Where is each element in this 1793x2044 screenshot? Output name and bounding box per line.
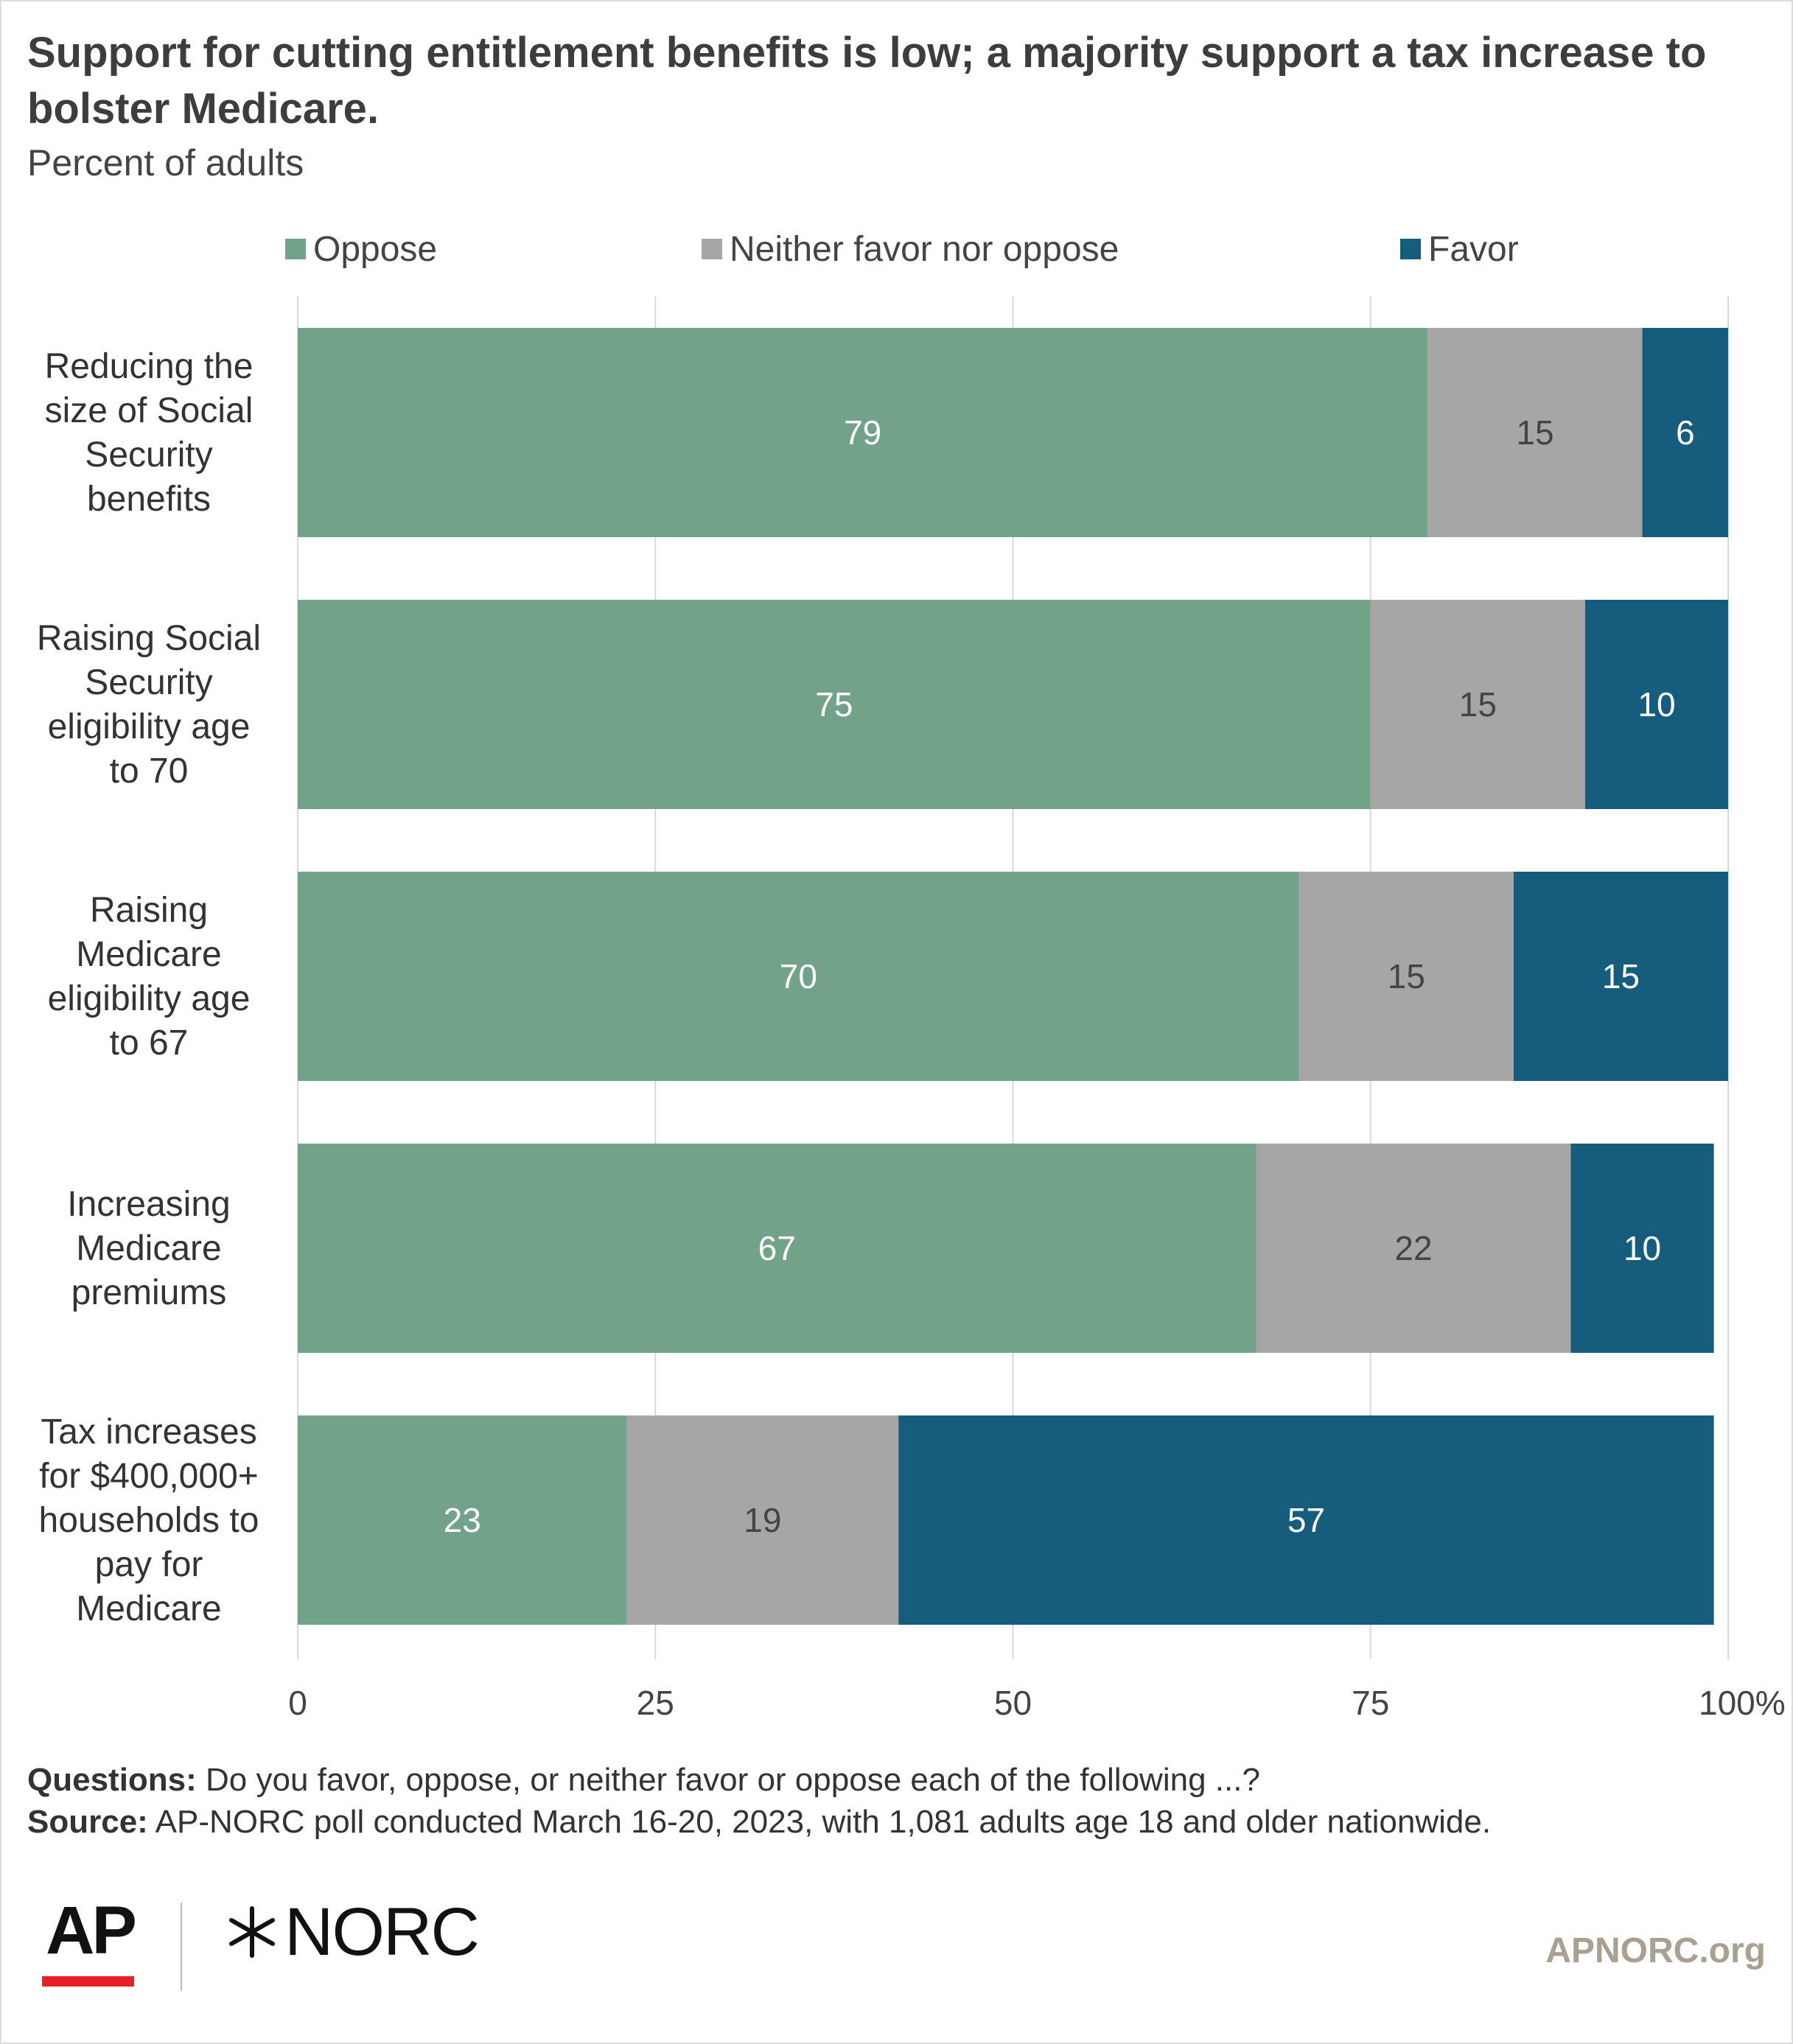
norc-logo-text: NORC <box>284 1894 480 1970</box>
questions-label: Questions: <box>27 1762 197 1798</box>
bar-segment <box>298 1415 627 1625</box>
category-label: Raising Medicare eligibility age to 67 <box>48 891 251 1063</box>
category-label-line: Medicare <box>76 1589 221 1628</box>
legend-label-favor: Favor <box>1428 229 1519 269</box>
data-label: 6 <box>1676 413 1695 452</box>
bars: 79 15 6 75 15 10 70 15 15 67 22 10 23 19 57 <box>298 328 1728 1625</box>
category-label: Increasing Medicare premiums <box>67 1185 230 1312</box>
data-label: 15 <box>1516 413 1553 452</box>
data-label: 23 <box>444 1501 481 1539</box>
x-tick-label: 0 <box>288 1684 307 1722</box>
bar-segment <box>898 1415 1714 1625</box>
legend-label-neither: Neither favor nor oppose <box>730 229 1119 269</box>
norc-star-icon <box>229 1906 275 1958</box>
questions-text: Do you favor, oppose, or neither favor o… <box>206 1762 1260 1798</box>
legend-item-oppose: Oppose <box>285 227 437 271</box>
category-label-line: Increasing <box>67 1185 230 1224</box>
data-label: 10 <box>1624 1229 1661 1267</box>
legend-swatch-favor <box>1400 239 1421 259</box>
category-label-line: eligibility age <box>48 707 251 746</box>
chart-title: Support for cutting entitlement benefits… <box>27 29 1707 133</box>
x-axis-ticks: 0 25 50 75 100% <box>288 1684 1785 1722</box>
x-tick-label: 50 <box>994 1684 1032 1722</box>
legend-swatch-oppose <box>285 239 306 259</box>
footnotes: Questions: Do you favor, oppose, or neit… <box>27 1759 1491 1843</box>
x-tick-label: 75 <box>1352 1684 1389 1722</box>
data-label: 67 <box>758 1229 796 1267</box>
data-label: 19 <box>744 1501 781 1539</box>
data-label: 57 <box>1287 1501 1325 1539</box>
legend-swatch-neither <box>702 239 722 259</box>
legend-item-favor: Favor <box>1400 227 1519 271</box>
bar-segment <box>1642 328 1728 537</box>
stacked-bar-chart: 79 15 6 75 15 10 70 15 15 67 22 10 23 19 57 Reducing t… <box>37 296 1786 1722</box>
category-label-line: Medicare <box>76 1229 221 1268</box>
bar-segment <box>298 1144 1257 1353</box>
category-label-line: Security <box>85 663 212 702</box>
bar-segment <box>1370 600 1585 809</box>
category-label-line: premiums <box>71 1273 227 1312</box>
bar-segment <box>298 600 1371 809</box>
category-label-line: pay for <box>95 1545 203 1584</box>
category-label-line: to 70 <box>110 752 189 791</box>
category-label-line: eligibility age <box>48 979 251 1018</box>
data-label: 75 <box>815 685 853 724</box>
bar-segment <box>626 1415 899 1625</box>
legend-label-oppose: Oppose <box>313 229 438 269</box>
data-label: 15 <box>1388 957 1425 995</box>
legend-item-neither: Neither favor nor oppose <box>702 227 1119 271</box>
category-label: Raising Social Security eligibility age to … <box>37 619 261 791</box>
category-labels: Reducing the size of Social Security benefi… <box>37 347 261 1628</box>
site-url: APNORC.org <box>1545 1931 1766 1970</box>
bar-segment <box>298 872 1299 1081</box>
bar-segment <box>1513 872 1728 1081</box>
bar-segment <box>1584 600 1728 809</box>
source-note: Source: AP-NORC poll conducted March 16-… <box>27 1801 1491 1843</box>
logo-divider <box>181 1903 182 1991</box>
bar-segment <box>1299 872 1514 1081</box>
x-tick-label: 25 <box>637 1684 674 1722</box>
data-label: 15 <box>1602 957 1640 995</box>
data-label: 22 <box>1394 1229 1432 1267</box>
category-label-line: to 67 <box>110 1023 189 1063</box>
x-tick-label: 100% <box>1699 1684 1786 1722</box>
category-label: Reducing the size of Social Security benefi… <box>45 347 254 519</box>
category-label-line: benefits <box>87 480 211 519</box>
data-label: 79 <box>844 413 881 452</box>
questions-note: Questions: Do you favor, oppose, or neit… <box>27 1759 1491 1801</box>
category-label-line: size of Social <box>45 391 254 430</box>
data-label: 70 <box>780 957 817 995</box>
bar-segment <box>1570 1144 1714 1353</box>
category-label-line: households to <box>39 1501 259 1540</box>
data-label: 10 <box>1638 685 1675 724</box>
source-label: Source: <box>27 1804 148 1840</box>
category-label-line: Raising Social <box>37 619 261 658</box>
bar-segment <box>1256 1144 1571 1353</box>
ap-logo: AP <box>46 1893 137 1968</box>
category-label-line: Raising <box>90 891 208 930</box>
ap-logo-underline <box>42 1976 134 1987</box>
category-label-line: Tax increases <box>41 1413 256 1452</box>
category-label-line: Security <box>85 435 212 475</box>
bar-segment <box>1427 328 1643 537</box>
chart-subtitle: Percent of adults <box>27 142 304 183</box>
norc-logo: NORC <box>223 1894 480 1970</box>
data-label: 15 <box>1459 685 1497 724</box>
category-label-line: Reducing the <box>45 347 254 386</box>
source-text: AP-NORC poll conducted March 16-20, 2023… <box>155 1804 1492 1840</box>
category-label-line: for $400,000+ <box>39 1457 259 1496</box>
bar-segment <box>298 328 1428 537</box>
category-label: Tax increases for $400,000+ households to p… <box>39 1413 259 1628</box>
category-label-line: Medicare <box>76 935 221 974</box>
